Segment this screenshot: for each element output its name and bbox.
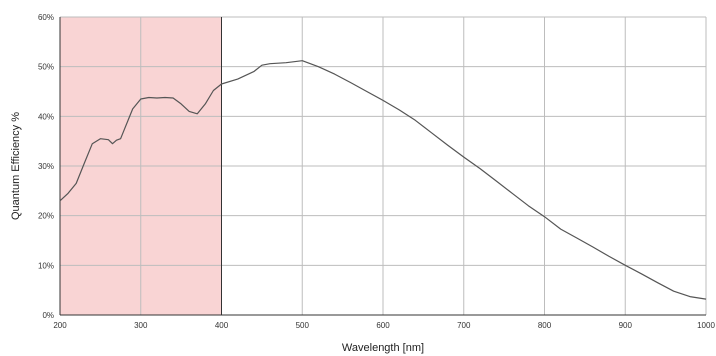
x-tick-label: 1000 <box>697 321 715 330</box>
y-tick-label: 20% <box>38 212 54 221</box>
x-tick-label: 600 <box>376 321 390 330</box>
y-tick-label: 40% <box>38 112 54 121</box>
y-tick-label: 0% <box>42 311 54 320</box>
x-tick-label: 700 <box>457 321 471 330</box>
y-tick-label: 30% <box>38 162 54 171</box>
y-axis-title: Quantum Efficiency % <box>10 112 22 220</box>
y-tick-label: 50% <box>38 63 54 72</box>
y-tick-label: 60% <box>38 13 54 22</box>
x-tick-label: 300 <box>134 321 148 330</box>
y-tick-label: 10% <box>38 261 54 270</box>
x-tick-label: 400 <box>215 321 229 330</box>
x-axis-title: Wavelength [nm] <box>342 342 424 354</box>
x-tick-label: 500 <box>296 321 310 330</box>
x-tick-label: 900 <box>619 321 633 330</box>
series-line <box>59 60 707 300</box>
x-tick-label: 800 <box>538 321 552 330</box>
x-tick-label: 200 <box>53 321 67 330</box>
